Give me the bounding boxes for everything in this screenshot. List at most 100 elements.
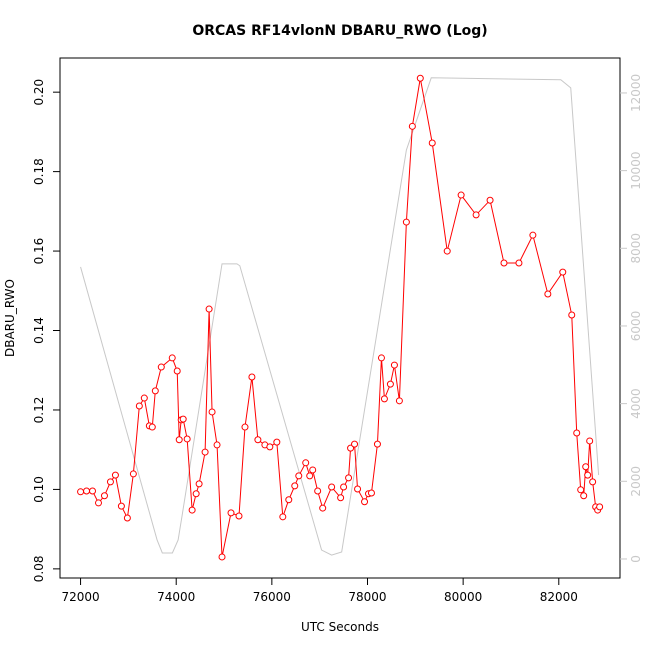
point [443, 247, 451, 255]
point [584, 471, 592, 479]
point [227, 509, 235, 517]
point [148, 423, 156, 431]
y-tick-label: 0.08 [32, 556, 46, 583]
point [248, 373, 256, 381]
point [577, 486, 585, 494]
point [457, 191, 465, 199]
point [188, 506, 196, 514]
y-tick-label: 0.18 [32, 158, 46, 185]
point [83, 487, 91, 495]
point [586, 437, 594, 445]
point [395, 397, 403, 405]
y-tick-label: 0.10 [32, 476, 46, 503]
point [328, 483, 336, 491]
point [377, 354, 385, 362]
point [157, 363, 165, 371]
point [428, 139, 436, 147]
y-tick-label: 0.20 [32, 79, 46, 106]
point [201, 448, 209, 456]
point [94, 499, 102, 507]
point [111, 471, 119, 479]
point [273, 438, 281, 446]
y2-tick-label: 0 [629, 555, 643, 563]
point [117, 502, 125, 510]
point [241, 423, 249, 431]
point [168, 354, 176, 362]
point [361, 498, 369, 506]
point [380, 395, 388, 403]
point [529, 231, 537, 239]
point [218, 553, 226, 561]
point [515, 259, 523, 267]
x-tick-label: 78000 [348, 590, 386, 604]
point [319, 504, 327, 512]
x-tick-label: 80000 [444, 590, 482, 604]
point [123, 514, 131, 522]
point [544, 290, 552, 298]
point [373, 440, 381, 448]
y-tick-label: 0.16 [32, 238, 46, 265]
point [213, 441, 221, 449]
point [416, 74, 424, 82]
point [140, 394, 148, 402]
point [129, 470, 137, 478]
point [582, 463, 590, 471]
x-tick-label: 82000 [540, 590, 578, 604]
x-tick-label: 72000 [61, 590, 99, 604]
point [486, 196, 494, 204]
point [205, 305, 213, 313]
point [402, 218, 410, 226]
point [106, 478, 114, 486]
point [295, 472, 303, 480]
point [173, 367, 181, 375]
point [266, 443, 274, 451]
point [291, 482, 299, 490]
point [345, 474, 353, 482]
point [279, 513, 287, 521]
point [314, 487, 322, 495]
y-tick-label: 0.12 [32, 397, 46, 424]
y-axis-label: DBARU_RWO [3, 279, 17, 357]
point [151, 387, 159, 395]
series-line [80, 77, 600, 556]
point [254, 436, 262, 444]
point [500, 259, 508, 267]
point [367, 489, 375, 497]
point [208, 408, 216, 416]
point [580, 492, 588, 500]
point [573, 429, 581, 437]
point [589, 478, 597, 486]
point [596, 503, 604, 511]
point [306, 472, 314, 480]
point [408, 122, 416, 130]
chart-title: ORCAS RF14vlonN DBARU_RWO (Log) [192, 23, 487, 39]
point [89, 487, 97, 495]
x-axis-label: UTC Seconds [301, 620, 379, 634]
point [559, 268, 567, 276]
point [179, 415, 187, 423]
point [340, 483, 348, 491]
y2-tick-label: 4000 [629, 388, 643, 419]
x-tick-label: 76000 [253, 590, 291, 604]
point [568, 311, 576, 319]
point [135, 402, 143, 410]
point [386, 380, 394, 388]
point [309, 466, 317, 474]
point [472, 211, 480, 219]
point [390, 361, 398, 369]
y2-tick-label: 6000 [629, 311, 643, 342]
point [302, 459, 310, 467]
y2-tick-label: 2000 [629, 466, 643, 497]
point [100, 492, 108, 500]
y2-tick-label: 12000 [629, 74, 643, 112]
y-tick-label: 0.14 [32, 317, 46, 344]
point [192, 490, 200, 498]
point [195, 480, 203, 488]
x-tick-label: 74000 [157, 590, 195, 604]
point [183, 435, 191, 443]
point [337, 494, 345, 502]
point [351, 440, 359, 448]
point [235, 512, 243, 520]
series-line [80, 78, 601, 558]
point [285, 496, 293, 504]
